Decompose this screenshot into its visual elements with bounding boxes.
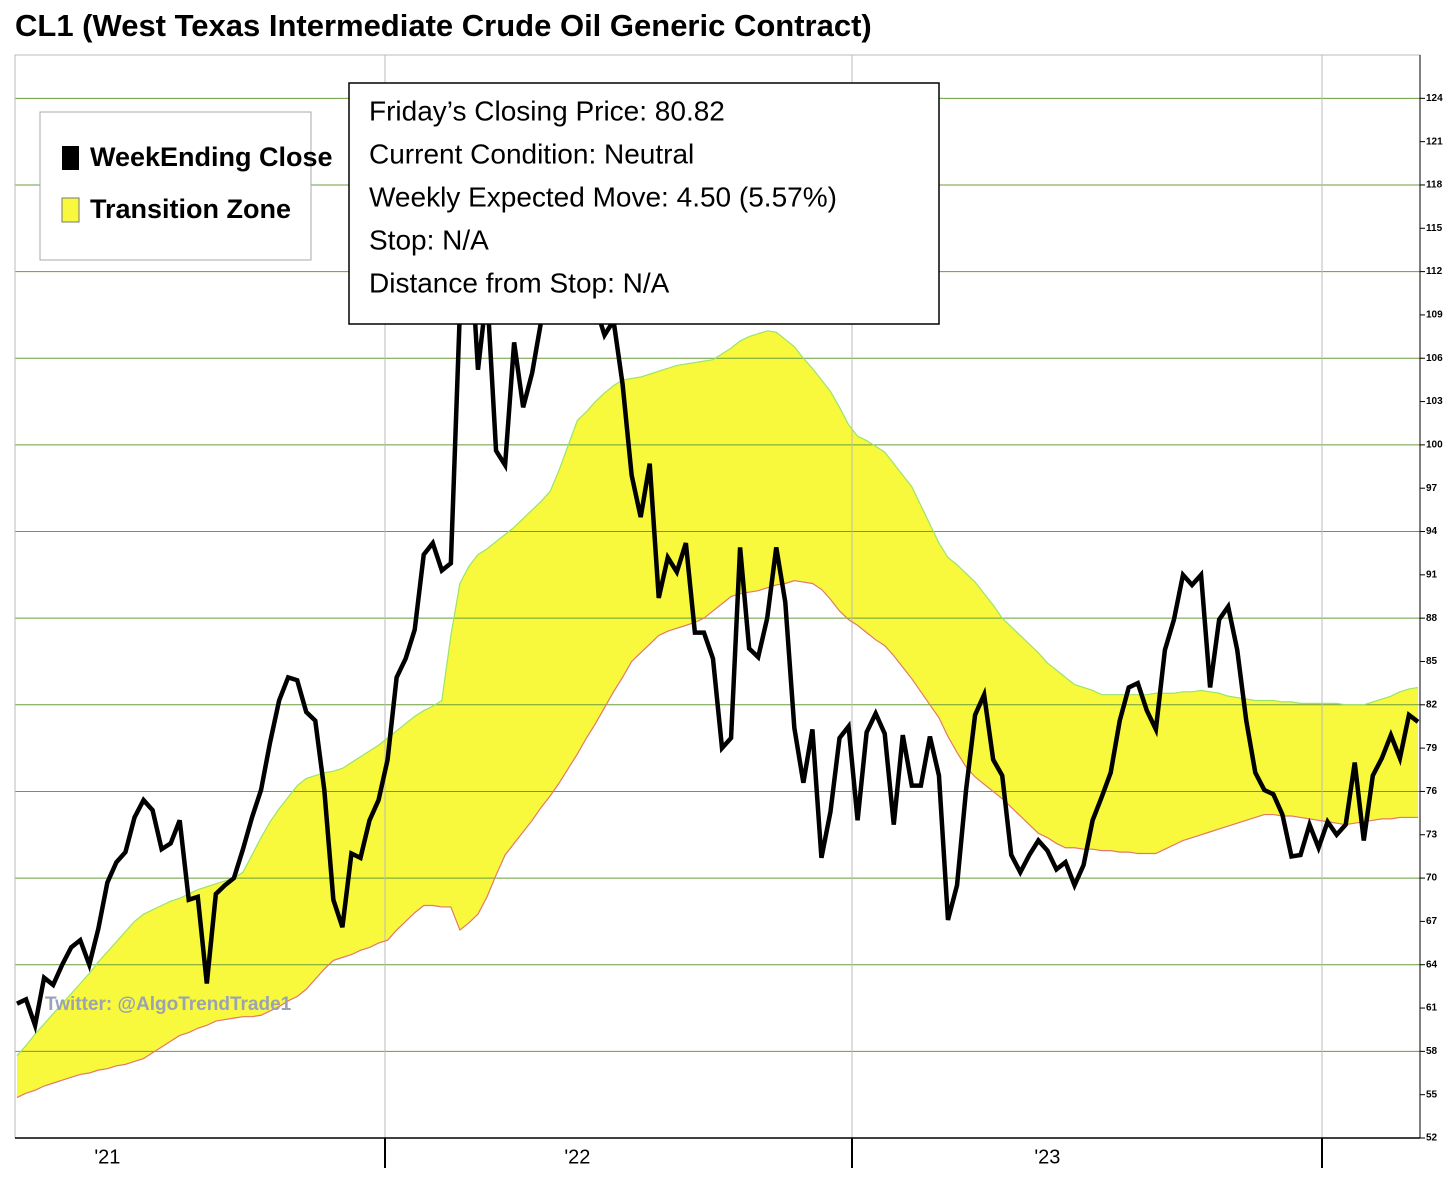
- legend-label: WeekEnding Close: [90, 142, 333, 172]
- y-tick-label: 52: [1426, 1133, 1438, 1144]
- x-tick-label: '23: [1034, 1146, 1060, 1168]
- y-tick-label: 106: [1426, 353, 1443, 364]
- y-tick-label: 64: [1426, 959, 1438, 970]
- y-tick-label: 61: [1426, 1003, 1438, 1014]
- transition-zone-upper: [16, 330, 1419, 1057]
- y-tick-label: 73: [1426, 829, 1438, 840]
- chart-title: CL1 (West Texas Intermediate Crude Oil G…: [15, 8, 872, 43]
- y-tick-label: 55: [1426, 1089, 1438, 1100]
- y-tick-label: 76: [1426, 786, 1438, 797]
- transition-zone-lower: [16, 580, 1418, 1099]
- y-tick-label: 58: [1426, 1046, 1438, 1057]
- overlay: 52 55 58 61 64 67 70 73 76 79 82 85 88 91 94 97 100 103 10…: [16, 93, 1443, 1168]
- watermark: Twitter: @AlgoTrendTrade1: [45, 994, 292, 1015]
- y-tick-label: 70: [1426, 873, 1438, 884]
- legend-swatch: [61, 197, 80, 223]
- x-tick-label: '22: [564, 1146, 590, 1168]
- info-line: Friday’s Closing Price: 80.82: [369, 95, 725, 126]
- y-tick-label: 82: [1426, 699, 1438, 710]
- y-tick-label: 97: [1426, 483, 1438, 494]
- y-tick-label: 85: [1426, 656, 1438, 667]
- y-tick-label: 94: [1426, 526, 1438, 537]
- y-tick-label: 79: [1426, 743, 1438, 754]
- close-line: [16, 145, 1420, 1035]
- transition-zone-fill: [17, 330, 1418, 1098]
- y-tick-label: 118: [1426, 180, 1443, 191]
- y-tick-label: 103: [1426, 396, 1443, 407]
- y-tick-label: 121: [1426, 136, 1443, 147]
- x-tick-label: '21: [94, 1146, 120, 1168]
- legend-label: Transition Zone: [90, 194, 291, 224]
- y-tick-label: 109: [1426, 310, 1443, 321]
- y-tick-label: 100: [1426, 440, 1443, 451]
- y-tick-label: 124: [1426, 93, 1443, 104]
- legend-swatch: [62, 146, 79, 170]
- y-tick-label: 112: [1426, 266, 1443, 277]
- info-line: Weekly Expected Move: 4.50 (5.57%): [369, 181, 837, 212]
- y-tick-label: 115: [1426, 223, 1443, 234]
- legend-box: [39, 111, 312, 261]
- info-line: Stop: N/A: [369, 224, 489, 255]
- info-box: [348, 82, 940, 325]
- info-line: Current Condition: Neutral: [369, 138, 694, 169]
- y-tick-label: 88: [1426, 613, 1438, 624]
- y-tick-label: 91: [1426, 569, 1438, 580]
- y-tick-label: 67: [1426, 916, 1438, 927]
- info-line: Distance from Stop: N/A: [369, 267, 670, 298]
